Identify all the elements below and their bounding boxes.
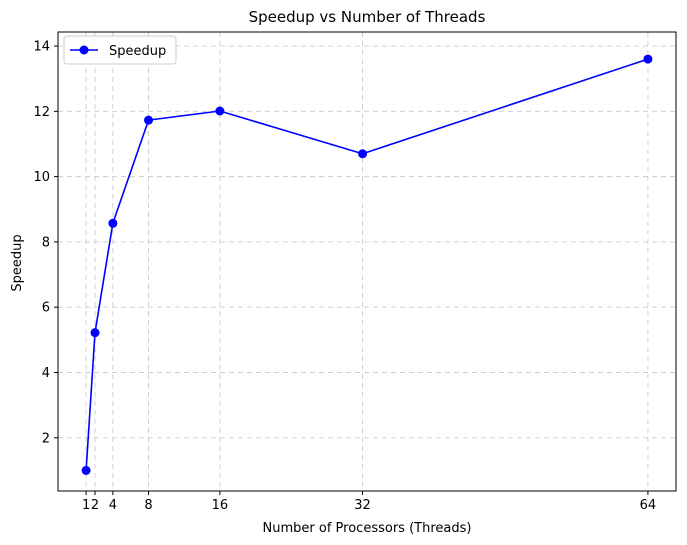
y-tick-label: 4 [42, 366, 50, 381]
data-point [215, 106, 225, 116]
x-tick-label: 64 [640, 498, 657, 513]
plot-frame [57, 31, 677, 492]
x-tick-label: 16 [212, 498, 229, 513]
y-tick-label: 12 [33, 105, 50, 120]
data-point [144, 115, 154, 125]
chart-title: Speedup vs Number of Threads [249, 8, 486, 26]
legend-label-speedup: Speedup [109, 44, 166, 59]
data-point [108, 218, 118, 228]
y-tick-label: 8 [42, 235, 50, 250]
x-tick-label: 4 [109, 498, 117, 513]
x-tick-label: 8 [144, 498, 152, 513]
x-tick-label: 1 [82, 498, 90, 513]
data-point [358, 149, 368, 159]
legend-marker-sample [79, 45, 89, 55]
y-axis-label: Speedup [10, 234, 25, 291]
data-point [643, 54, 653, 64]
x-axis-label: Number of Processors (Threads) [263, 521, 472, 536]
x-tick-label: 2 [91, 498, 99, 513]
y-tick-label: 6 [42, 301, 50, 316]
legend: Speedup [63, 35, 177, 65]
legend-box [63, 35, 177, 65]
y-tick-label: 14 [33, 40, 50, 55]
y-tick-label: 2 [42, 431, 50, 446]
x-axis-ticks: 1 2 4 8 16 32 64 [82, 491, 656, 513]
y-tick-label: 10 [33, 170, 50, 185]
grid-lines [58, 32, 676, 491]
series-markers [81, 54, 653, 475]
data-point [81, 465, 91, 475]
y-axis-ticks: 2 4 6 8 10 12 14 [33, 40, 58, 446]
x-tick-label: 32 [354, 498, 371, 513]
data-point [90, 328, 100, 338]
